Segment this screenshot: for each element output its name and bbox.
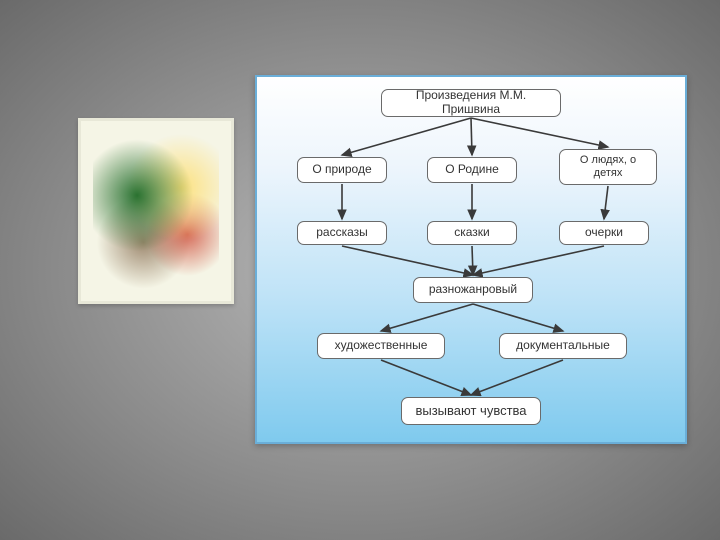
node-k2: документальные	[499, 333, 627, 359]
node-g2: сказки	[427, 221, 517, 245]
node-g1: рассказы	[297, 221, 387, 245]
node-t3: О людях, о детях	[559, 149, 657, 185]
node-k1: художественные	[317, 333, 445, 359]
node-final: вызывают чувства	[401, 397, 541, 425]
illustration-image	[93, 133, 219, 289]
node-t1: О природе	[297, 157, 387, 183]
node-g3: очерки	[559, 221, 649, 245]
node-root: Произведения М.М. Пришвина	[381, 89, 561, 117]
node-mid: разножанровый	[413, 277, 533, 303]
node-t2: О Родине	[427, 157, 517, 183]
diagram-panel: Произведения М.М. Пришвина О природе О Род…	[255, 75, 687, 444]
illustration-frame	[78, 118, 234, 304]
slide-background: Произведения М.М. Пришвина О природе О Род…	[0, 0, 720, 540]
diagram-arrows	[257, 77, 685, 442]
